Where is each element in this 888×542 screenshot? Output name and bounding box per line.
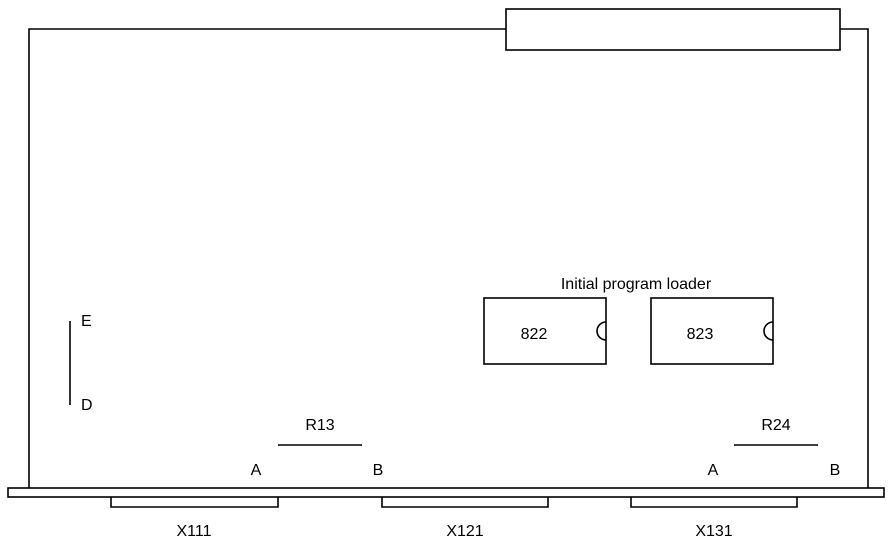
connector-x131 bbox=[630, 497, 798, 508]
connector-x121 bbox=[381, 497, 549, 508]
jumper-label-r24: R24 bbox=[761, 417, 790, 434]
chip-822-notch bbox=[596, 321, 607, 341]
jumper-r24-end-b: B bbox=[830, 462, 841, 479]
jumper-r13-end-b: B bbox=[373, 462, 384, 479]
board-outline bbox=[28, 28, 869, 488]
chip-823 bbox=[650, 297, 774, 365]
chip-label-823: 823 bbox=[687, 326, 714, 343]
connector-label-x121: X121 bbox=[446, 523, 483, 540]
top-connector bbox=[505, 8, 841, 51]
connector-label-x131: X131 bbox=[695, 523, 732, 540]
chip-label-822: 822 bbox=[521, 326, 548, 343]
connector-label-x111: X111 bbox=[177, 523, 212, 540]
loader-title: Initial program loader bbox=[561, 276, 712, 293]
chip-823-notch bbox=[763, 321, 774, 341]
jumper-r24-end-a: A bbox=[708, 462, 719, 479]
switch-label-e: E bbox=[81, 313, 92, 330]
jumper-r13-end-a: A bbox=[251, 462, 262, 479]
chip-822 bbox=[483, 297, 607, 365]
connector-x111 bbox=[110, 497, 279, 508]
backplane-edge bbox=[7, 487, 885, 498]
jumper-label-r13: R13 bbox=[305, 417, 334, 434]
switch-label-d: D bbox=[81, 397, 93, 414]
